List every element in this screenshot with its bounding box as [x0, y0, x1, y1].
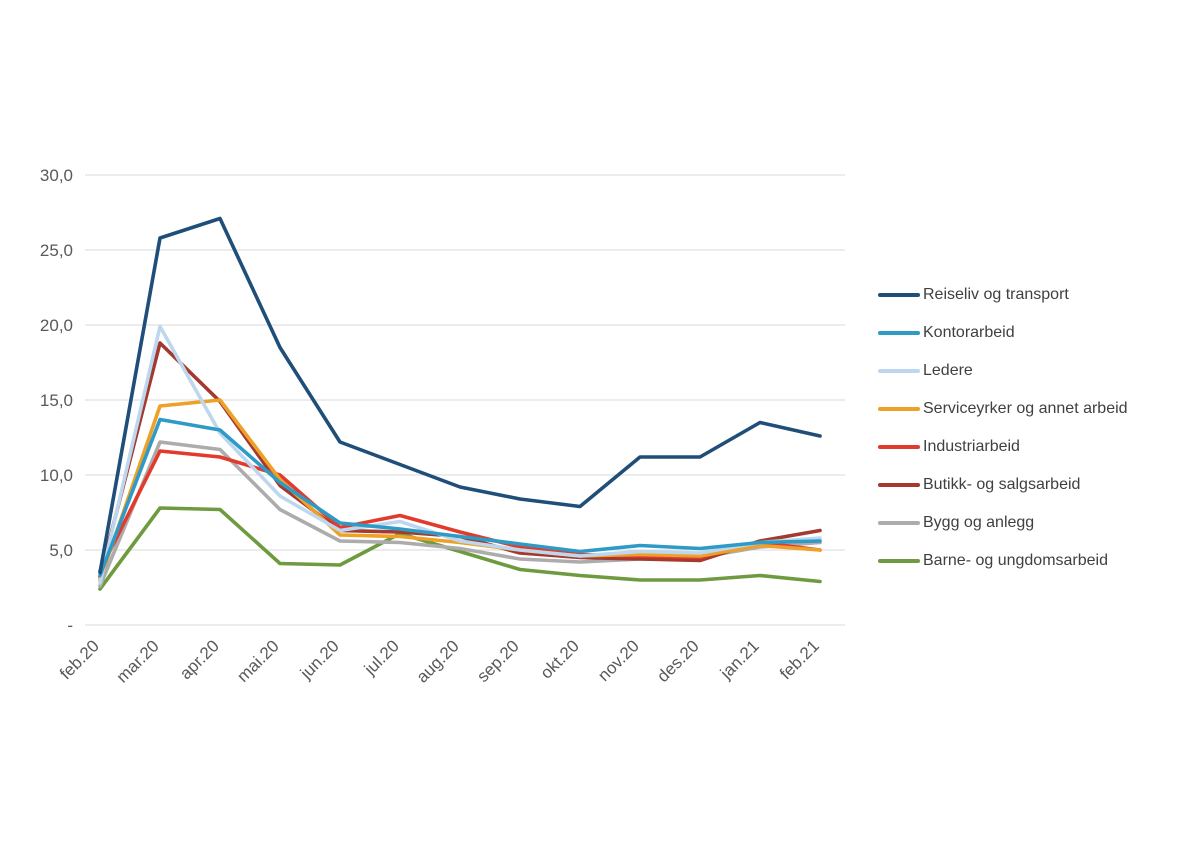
legend-line-swatch-icon [878, 369, 920, 373]
x-axis-tick-label: mar.20 [113, 636, 163, 686]
y-axis-tick-label: 30,0 [40, 166, 73, 185]
legend-label: Industriarbeid [923, 438, 1020, 455]
legend-label: Bygg og anlegg [923, 514, 1035, 531]
chart-legend: Reiseliv og transport Kontorarbeid Ledere S… [878, 276, 1128, 580]
legend-line-swatch-icon [878, 483, 920, 487]
legend-label: Barne- og ungdomsarbeid [923, 552, 1109, 569]
legend-item-butikk-og-salgsarbeid[interactable]: Butikk- og salgsarbeid [878, 466, 1128, 504]
legend-label: Ledere [923, 362, 973, 379]
legend-label: Butikk- og salgsarbeid [923, 476, 1081, 493]
legend-item-kontorarbeid[interactable]: Kontorarbeid [878, 314, 1128, 352]
x-axis-tick-label: apr.20 [176, 636, 223, 683]
legend-line-swatch-icon [878, 521, 920, 525]
x-axis-tick-label: jan.21 [716, 636, 763, 683]
legend-line-swatch-icon [878, 293, 920, 297]
y-axis-tick-label: 20,0 [40, 316, 73, 335]
x-axis-tick-label: okt.20 [537, 636, 583, 682]
x-axis-tick-label: jun.20 [296, 636, 343, 683]
legend-line-swatch-icon [878, 407, 920, 411]
line-chart: - 5,0 10,0 15,0 20,0 25,0 30,0 feb.20 mar.20 apr.… [20, 130, 850, 730]
x-axis-tick-label: mai.20 [233, 636, 283, 686]
legend-item-serviceyrker-og-annet-arbeid[interactable]: Serviceyrker og annet arbeid [878, 390, 1128, 428]
x-axis-tick-label: sep.20 [473, 636, 523, 686]
x-axis-tick-label: feb.21 [776, 636, 823, 683]
legend-line-swatch-icon [878, 331, 920, 335]
legend-item-reiseliv-og-transport[interactable]: Reiseliv og transport [878, 276, 1128, 314]
x-axis-tick-label: nov.20 [594, 636, 643, 685]
x-axis-tick-label: jul.20 [360, 636, 403, 679]
y-axis-tick-label: 15,0 [40, 391, 73, 410]
legend-item-bygg-og-anlegg[interactable]: Bygg og anlegg [878, 504, 1128, 542]
legend-item-ledere[interactable]: Ledere [878, 352, 1128, 390]
x-axis-tick-label: feb.20 [56, 636, 103, 683]
legend-label: Reiseliv og transport [923, 286, 1069, 303]
y-axis-tick-label: 5,0 [49, 541, 73, 560]
x-axis-tick-label: aug.20 [413, 636, 463, 686]
y-axis-tick-label: 10,0 [40, 466, 73, 485]
legend-line-swatch-icon [878, 445, 920, 449]
legend-line-swatch-icon [878, 559, 920, 563]
legend-label: Serviceyrker og annet arbeid [923, 400, 1128, 417]
chart-canvas: - 5,0 10,0 15,0 20,0 25,0 30,0 feb.20 mar.20 apr.… [40, 166, 845, 687]
series-line-kontorarbeid [98, 417, 822, 578]
legend-label: Kontorarbeid [923, 324, 1015, 341]
legend-item-barne-og-ungdomsarbeid[interactable]: Barne- og ungdomsarbeid [878, 542, 1128, 580]
series-line-bygg-og-anlegg [98, 440, 822, 588]
y-axis-tick-label: 25,0 [40, 241, 73, 260]
x-axis-tick-label: des.20 [653, 636, 703, 686]
series-line-reiseliv-og-transport [98, 216, 822, 575]
y-axis-tick-label: - [67, 616, 73, 635]
series-line-ledere [98, 324, 822, 585]
series-line-barne-og-ungdomsarbeid [98, 506, 822, 591]
legend-item-industriarbeid[interactable]: Industriarbeid [878, 428, 1128, 466]
